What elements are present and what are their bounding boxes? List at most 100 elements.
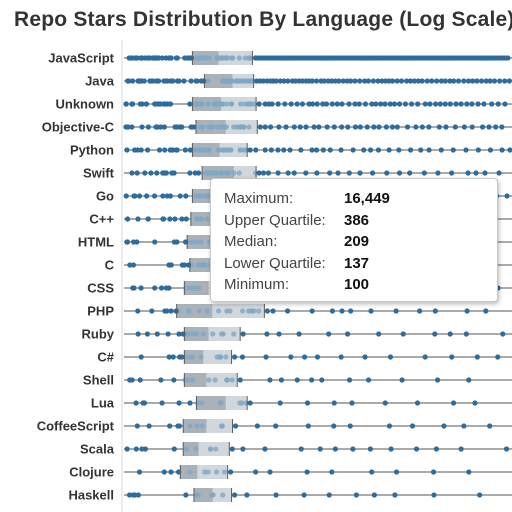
row-coffeescript[interactable] xyxy=(124,419,512,433)
data-point xyxy=(204,170,210,176)
data-point xyxy=(253,469,259,475)
data-point xyxy=(472,400,478,406)
box-upper[interactable] xyxy=(218,51,253,65)
data-point xyxy=(166,354,172,360)
category-label: Objective-C xyxy=(42,120,115,135)
data-point xyxy=(144,55,151,61)
data-point xyxy=(194,423,200,429)
data-point xyxy=(433,446,440,452)
box-upper[interactable] xyxy=(212,304,265,318)
row-c-[interactable] xyxy=(124,350,512,364)
row-swift[interactable] xyxy=(124,166,512,180)
category-label: Lua xyxy=(91,396,115,411)
box-lower[interactable] xyxy=(204,74,233,88)
data-point xyxy=(152,285,158,291)
row-objective-c[interactable] xyxy=(123,120,512,134)
data-point xyxy=(135,308,141,314)
box-lower[interactable] xyxy=(184,373,207,387)
data-point xyxy=(187,170,193,176)
data-point xyxy=(298,147,304,153)
data-point xyxy=(455,78,462,84)
row-scala[interactable] xyxy=(124,442,512,456)
data-point xyxy=(241,101,247,107)
box-upper[interactable] xyxy=(225,396,248,410)
row-shell[interactable] xyxy=(124,373,512,387)
data-point xyxy=(141,78,147,84)
data-point xyxy=(198,239,204,245)
data-point xyxy=(399,377,405,383)
data-point xyxy=(357,124,363,130)
data-point xyxy=(267,124,274,130)
row-unknown[interactable] xyxy=(123,97,512,111)
row-java[interactable] xyxy=(124,74,512,88)
data-point xyxy=(129,101,135,107)
box-lower[interactable] xyxy=(193,488,213,502)
data-point xyxy=(158,124,164,130)
data-point xyxy=(222,55,229,61)
data-point xyxy=(152,239,158,245)
data-point xyxy=(473,170,479,176)
data-point xyxy=(217,170,224,176)
data-point xyxy=(313,78,320,84)
data-point xyxy=(409,423,416,429)
box-upper[interactable] xyxy=(206,373,238,387)
data-point xyxy=(369,469,375,475)
row-clojure[interactable] xyxy=(124,465,512,479)
row-haskell[interactable] xyxy=(124,488,512,502)
box-lower[interactable] xyxy=(196,396,226,410)
box-upper[interactable] xyxy=(197,465,228,479)
data-point xyxy=(309,308,315,314)
data-point xyxy=(270,308,276,314)
data-point xyxy=(350,446,356,452)
row-javascript[interactable] xyxy=(124,51,512,65)
data-point xyxy=(309,377,315,383)
data-point xyxy=(314,354,321,360)
data-point xyxy=(398,78,405,84)
data-point xyxy=(245,78,251,84)
data-point xyxy=(187,147,193,153)
data-point xyxy=(131,193,137,199)
data-point xyxy=(466,377,472,383)
data-point xyxy=(282,101,288,107)
data-point xyxy=(352,101,358,107)
data-point xyxy=(198,354,204,360)
box-lower[interactable] xyxy=(183,442,199,456)
row-ruby[interactable] xyxy=(124,327,512,341)
row-php[interactable] xyxy=(124,304,512,318)
data-point xyxy=(464,308,470,314)
data-point xyxy=(442,78,448,84)
data-point xyxy=(170,354,176,360)
data-point xyxy=(171,170,177,176)
box-upper[interactable] xyxy=(234,166,257,180)
data-point xyxy=(186,308,192,314)
data-point xyxy=(339,101,345,107)
data-point xyxy=(231,492,238,498)
data-point xyxy=(133,400,139,406)
data-point xyxy=(320,101,326,107)
row-lua[interactable] xyxy=(124,396,512,410)
data-point xyxy=(281,78,287,84)
data-point xyxy=(458,101,464,107)
data-point xyxy=(382,101,388,107)
data-point xyxy=(247,400,253,406)
data-point xyxy=(126,55,132,61)
data-point xyxy=(202,469,208,475)
data-point xyxy=(465,170,471,176)
data-point xyxy=(275,101,281,107)
data-point xyxy=(352,124,359,130)
data-point xyxy=(153,124,159,130)
row-python[interactable] xyxy=(124,143,512,157)
data-point xyxy=(149,308,155,314)
data-point xyxy=(309,147,315,153)
data-point xyxy=(224,101,230,107)
data-point xyxy=(256,308,262,314)
data-point xyxy=(417,308,423,314)
data-point xyxy=(431,492,437,498)
data-point xyxy=(138,354,144,360)
data-point xyxy=(404,78,410,84)
data-point xyxy=(237,400,243,406)
data-point xyxy=(213,446,219,452)
data-point xyxy=(192,55,199,61)
data-point xyxy=(197,262,203,268)
box-lower[interactable] xyxy=(176,304,213,318)
